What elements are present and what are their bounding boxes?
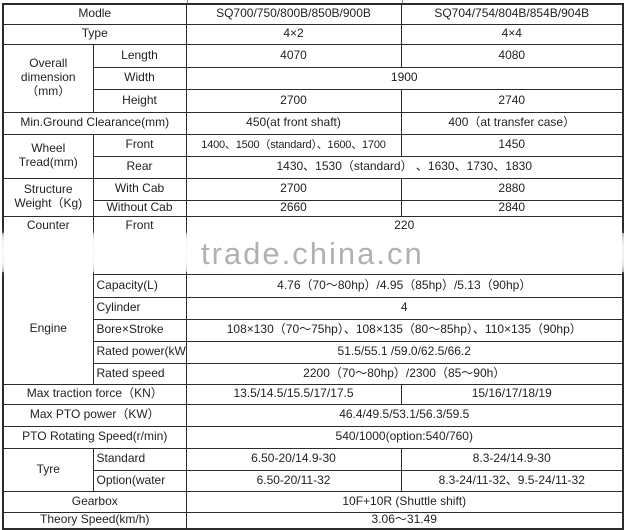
cell-weight-group: Structure Weight（Kg) xyxy=(2,177,94,217)
row-wheel-rear: Rear 1430、1530（standard） 、1630、1730、1830 xyxy=(3,155,624,179)
gridline-stub-left xyxy=(187,0,188,4)
row-ground-clearance: Min.Ground Clearance(mm) 450(at front sh… xyxy=(2,111,624,135)
cell-tyre-option-4x2: 6.50-20/11-32 xyxy=(185,469,402,492)
cell-blank-group xyxy=(2,236,94,274)
cell-pto-speed-value: 540/1000(option:540/760) xyxy=(185,425,624,449)
cell-tyre-standard-4x4: 8.3-24/14.9-30 xyxy=(400,447,624,471)
cell-length-4x2: 4070 xyxy=(185,43,402,68)
cell-length-4x4: 4080 xyxy=(400,43,624,68)
cell-traction-label: Max traction force（KN） xyxy=(2,383,187,405)
cell-traction-4x2: 13.5/14.5/15.5/17/17.5 xyxy=(185,383,402,405)
cell-rated-power-value: 51.5/55.1 /59.0/62.5/66.2 xyxy=(185,340,624,364)
row-model: Modle SQ700/750/800B/850B/900B SQ704/754… xyxy=(2,3,624,25)
row-gearbox: Gearbox 10F+10R (Shuttle shift) xyxy=(2,490,624,513)
cell-type-label: Type xyxy=(2,23,187,45)
cell-counter-front-label: Front xyxy=(92,215,187,236)
cell-cylinder-label: Cylinder xyxy=(92,296,187,320)
cell-withoutcab-4x4: 2840 xyxy=(400,199,624,217)
cell-bore-label: Bore×Stroke xyxy=(92,318,187,342)
row-engine-speed: Rated speed 2200（70～80hp）/2300（85～90h） xyxy=(3,362,624,385)
cell-wheel-front-label: Front xyxy=(92,133,187,157)
cell-ground-label: Min.Ground Clearance(mm) xyxy=(2,111,187,135)
cell-withoutcab-4x2: 2660 xyxy=(185,199,402,217)
cell-overall-group: Overall dimension （mm） xyxy=(2,43,94,113)
cell-height-label: Height xyxy=(92,88,187,113)
cell-tyre-option-label: Option(water xyxy=(92,469,187,492)
cell-withcab-label: With Cab xyxy=(92,177,187,201)
cell-gearbox-label: Gearbox xyxy=(2,490,187,513)
row-height: Height 2700 2740 xyxy=(3,88,624,113)
cell-theory-value: 3.06～31.49 xyxy=(185,511,624,530)
cell-wheel-rear-label: Rear xyxy=(92,155,187,179)
cell-ground-4x4: 400（at transfer case） xyxy=(400,111,624,135)
row-blank-watermark xyxy=(2,236,624,275)
cell-blank-sub xyxy=(92,236,187,275)
row-theory-speed: Theory Speed(km/h) 3.06～31.49 xyxy=(2,511,624,530)
cell-gearbox-value: 10F+10R (Shuttle shift) xyxy=(185,490,624,513)
cell-pto-power-value: 46.4/49.5/53.1/56.3/59.5 xyxy=(185,403,624,427)
row-engine-power: Rated power(kW 51.5/55.1 /59.0/62.5/66.2 xyxy=(3,340,624,364)
row-traction: Max traction force（KN） 13.5/14.5/15.5/17… xyxy=(2,383,624,405)
cell-wheel-front-4x4: 1450 xyxy=(400,133,624,157)
row-type: Type 4×2 4×4 xyxy=(2,23,624,45)
cell-width-label: Width xyxy=(92,66,187,90)
cell-engine-group: Engine xyxy=(2,274,94,385)
cell-height-4x4: 2740 xyxy=(400,88,624,113)
cell-length-label: Length xyxy=(92,43,187,68)
cell-pto-power-label: Max PTO power（KW） xyxy=(2,403,187,427)
cell-type-4x4: 4×4 xyxy=(400,23,624,45)
row-width: Width 1900 xyxy=(3,66,624,90)
cell-height-4x2: 2700 xyxy=(185,88,402,113)
spec-table: Modle SQ700/750/800B/850B/900B SQ704/754… xyxy=(2,3,624,530)
row-wheel-front: Wheel Tread(mm) Front 1400、1500（standard… xyxy=(2,133,624,179)
row-length: Overall dimension （mm） Length 4070 4080 xyxy=(2,43,624,113)
row-pto-speed: PTO Rotating Speed(r/min) 540/1000(optio… xyxy=(2,425,624,449)
cell-withcab-4x4: 2880 xyxy=(400,177,624,201)
cell-model-label: Modle xyxy=(2,3,187,25)
cell-wheel-front-4x2: 1400、1500（standard）、1600、1700 xyxy=(185,133,402,157)
cell-theory-label: Theory Speed(km/h) xyxy=(2,511,187,530)
cell-counter-group: Counter xyxy=(2,215,94,236)
cell-tyre-standard-4x2: 6.50-20/14.9-30 xyxy=(185,447,402,471)
row-weight-withcab: Structure Weight（Kg) With Cab 2700 2880 xyxy=(2,177,624,217)
cell-tyre-standard-label: Standard xyxy=(92,447,187,471)
cell-tyre-option-4x4: 8.3-24/11-32、9.5-24/11-32 xyxy=(400,469,624,492)
cell-withcab-4x2: 2700 xyxy=(185,177,402,201)
cell-traction-4x4: 15/16/17/18/19 xyxy=(400,383,624,405)
row-counter-front: Counter Front 220 xyxy=(2,215,624,236)
cell-cylinder-value: 4 xyxy=(185,296,624,320)
cell-rated-power-label: Rated power(kW xyxy=(92,340,187,364)
cell-withoutcab-label: Without Cab xyxy=(92,199,187,217)
cell-tyre-group: Tyre xyxy=(2,447,94,492)
cell-pto-speed-label: PTO Rotating Speed(r/min) xyxy=(2,425,187,449)
cell-capacity-value: 4.76（70～80hp）/4.95（85hp）/5.13（90hp） xyxy=(185,273,624,298)
cell-model-4x4: SQ704/754/804B/854B/904B xyxy=(400,3,624,25)
row-engine-capacity: Engine Capacity(L) 4.76（70～80hp）/4.95（85… xyxy=(2,273,624,385)
cell-width-value: 1900 xyxy=(185,66,624,90)
cell-wheel-rear-value: 1430、1530（standard） 、1630、1730、1830 xyxy=(185,155,624,179)
cell-ground-4x2: 450(at front shaft) xyxy=(185,111,402,135)
row-pto-power: Max PTO power（KW） 46.4/49.5/53.1/56.3/59… xyxy=(2,403,624,427)
cell-capacity-label: Capacity(L) xyxy=(92,273,187,298)
gridline-stub-right xyxy=(402,0,403,4)
cell-rated-speed-value: 2200（70～80hp）/2300（85～90h） xyxy=(185,362,624,385)
row-weight-withoutcab: Without Cab 2660 2840 xyxy=(3,199,624,217)
cell-type-4x2: 4×2 xyxy=(185,23,402,45)
row-tyre-option: Option(water 6.50-20/11-32 8.3-24/11-32、… xyxy=(3,469,624,492)
row-engine-cylinder: Cylinder 4 xyxy=(3,296,624,320)
cell-model-4x2: SQ700/750/800B/850B/900B xyxy=(185,3,402,25)
cell-wheel-group: Wheel Tread(mm) xyxy=(2,133,94,179)
row-tyre-standard: Tyre Standard 6.50-20/14.9-30 8.3-24/14.… xyxy=(2,447,624,492)
row-engine-bore: Bore×Stroke 108×130（70～75hp）、108×135（80～… xyxy=(3,318,624,342)
cell-counter-front-value: 220 xyxy=(185,215,624,236)
cell-rated-speed-label: Rated speed xyxy=(92,362,187,385)
cell-blank-value xyxy=(185,236,624,275)
cell-bore-value: 108×130（70～75hp）、108×135（80～85hp）、110×13… xyxy=(185,318,624,342)
